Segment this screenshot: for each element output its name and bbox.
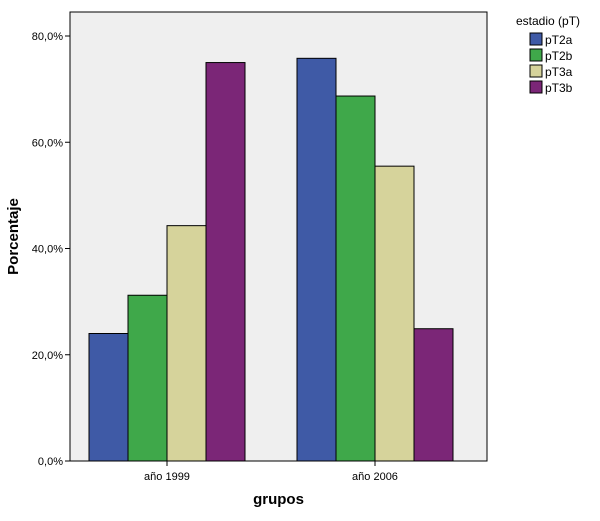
x-tick-label: año 2006 xyxy=(352,471,398,483)
legend-swatch-pt3b xyxy=(529,80,543,94)
bars-group xyxy=(88,57,454,462)
bar-pt3a-2 xyxy=(374,165,415,462)
y-tick-label: 20,0% xyxy=(32,350,63,362)
bar-pt2b-1 xyxy=(127,294,168,462)
y-tick-label: 60,0% xyxy=(32,137,63,149)
legend-swatch-pt3a xyxy=(529,64,543,78)
y-axis: 0,0% 20,0% 40,0% 60,0% 80,0% xyxy=(32,31,70,468)
x-axis-title: grupos xyxy=(253,491,304,508)
x-axis: año 1999 año 2006 xyxy=(144,461,398,483)
legend-label-pt3b: pT3b xyxy=(545,81,573,95)
legend-label-pt3a: pT3a xyxy=(545,65,573,79)
legend-label-pt2a: pT2a xyxy=(545,33,573,47)
bar-pt2b-2 xyxy=(335,95,376,462)
bar-pt3b-1 xyxy=(205,62,246,462)
legend-title: estadio (pT) xyxy=(516,14,580,28)
bar-pt3b-2 xyxy=(413,328,454,462)
legend: estadio (pT) pT2a pT2b pT3a pT3b xyxy=(516,14,580,95)
y-axis-title: Porcentaje xyxy=(5,198,22,275)
legend-label-pt2b: pT2b xyxy=(545,49,573,63)
y-tick-label: 80,0% xyxy=(32,31,63,43)
bar-pt2a-2 xyxy=(296,57,337,462)
bar-pt2a-1 xyxy=(88,333,129,462)
legend-swatch-pt2b xyxy=(529,48,543,62)
y-tick-label: 40,0% xyxy=(32,244,63,256)
y-tick-label: 0,0% xyxy=(38,456,63,468)
legend-swatch-pt2a xyxy=(529,32,543,46)
bar-pt3a-1 xyxy=(166,225,207,462)
x-tick-label: año 1999 xyxy=(144,471,190,483)
